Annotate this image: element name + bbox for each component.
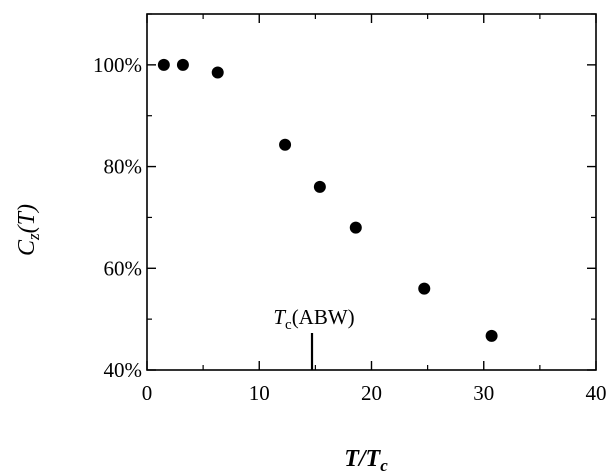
x-axis-title-sub: c	[380, 456, 388, 475]
tc-annotation: Tc(ABW)	[273, 305, 355, 370]
data-point	[176, 58, 189, 71]
data-point	[211, 66, 224, 79]
plot-frame	[146, 13, 597, 371]
data-point	[418, 282, 431, 295]
x-tick-label: 0	[142, 381, 153, 405]
y-axis-title-sub: z	[24, 233, 43, 241]
y-tick-label: 80%	[104, 155, 143, 179]
x-axis-title-main: T/T	[344, 446, 381, 472]
data-point	[349, 221, 362, 234]
y-axis-title: Cz(T)	[14, 204, 43, 256]
tc-annotation-tail: (ABW)	[292, 305, 355, 329]
tc-annotation-sub: c	[285, 317, 292, 333]
y-tick-label: 60%	[104, 256, 143, 280]
ticks	[146, 13, 597, 371]
data-point	[313, 180, 326, 193]
x-tick-label: 20	[361, 381, 382, 405]
data-point	[485, 329, 498, 342]
data-points	[157, 58, 498, 342]
y-tick-label: 100%	[93, 53, 142, 77]
x-tick-label: 40	[586, 381, 607, 405]
y-axis-title-main: C	[14, 239, 40, 256]
tick-labels: 0 10 20 30 40 40% 60% 80% 100%	[93, 53, 607, 405]
tc-annotation-label: Tc(ABW)	[273, 305, 354, 333]
data-point	[279, 138, 292, 151]
x-tick-label: 10	[249, 381, 270, 405]
x-tick-label: 30	[473, 381, 494, 405]
y-axis-title-tail: (T)	[14, 204, 40, 233]
x-axis-title: T/Tc	[344, 446, 388, 475]
tc-annotation-main: T	[273, 305, 286, 329]
y-tick-label: 40%	[104, 358, 143, 382]
data-point	[157, 58, 170, 71]
